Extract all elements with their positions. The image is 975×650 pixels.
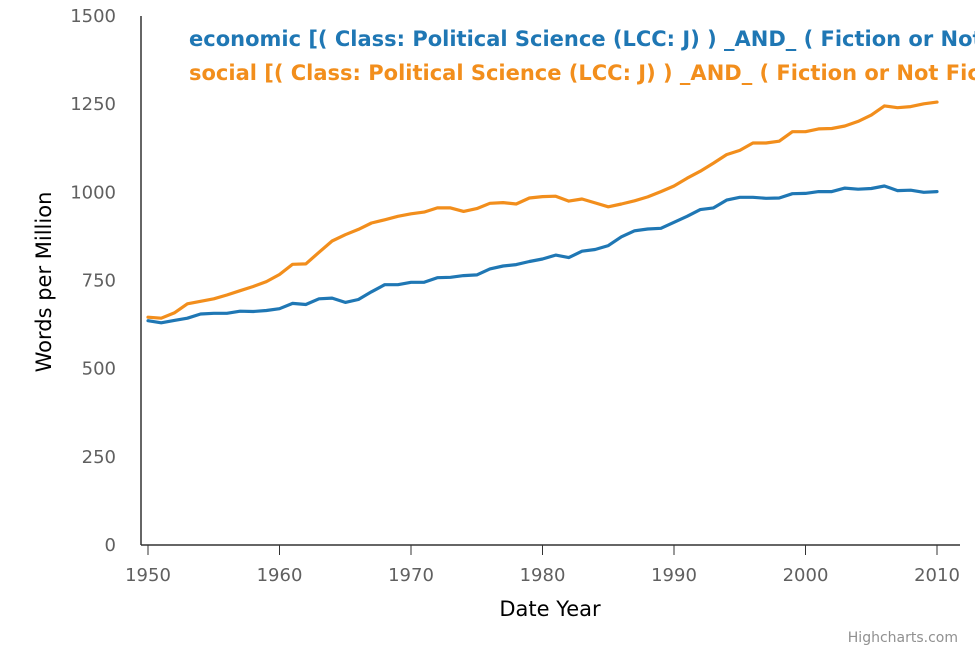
x-axis: 1950 1960 1970 1980 1990 2000 2010 <box>125 544 960 586</box>
series-line-economic[interactable] <box>146 184 939 325</box>
credits-link[interactable]: Highcharts.com <box>848 630 958 646</box>
y-tick-label: 500 <box>82 359 116 380</box>
x-tick-label: 2010 <box>914 565 960 586</box>
x-tick-label: 1950 <box>125 565 171 586</box>
y-tick-label: 1000 <box>70 182 116 203</box>
x-axis-title: Date Year <box>499 597 601 621</box>
legend-item-economic[interactable]: economic [( Class: Political Science (LC… <box>189 27 975 51</box>
y-tick-label: 0 <box>105 535 116 556</box>
plot-series <box>146 100 939 325</box>
y-axis-title: Words per Million <box>32 192 56 373</box>
x-tick-label: 1960 <box>257 565 303 586</box>
y-tick-label: 250 <box>82 447 116 468</box>
y-tick-label: 750 <box>82 271 116 292</box>
x-tick-label: 1980 <box>520 565 566 586</box>
x-tick-label: 1970 <box>388 565 434 586</box>
x-tick-label: 1990 <box>651 565 697 586</box>
legend-item-social[interactable]: social [( Class: Political Science (LCC:… <box>189 61 975 85</box>
y-tick-label: 1500 <box>70 6 116 27</box>
x-tick-label: 2000 <box>783 565 829 586</box>
series-line-social[interactable] <box>146 100 939 320</box>
y-axis: 0 250 500 750 1000 1250 1500 <box>70 6 142 556</box>
legend: economic [( Class: Political Science (LC… <box>189 27 975 85</box>
y-tick-label: 1250 <box>70 94 116 115</box>
